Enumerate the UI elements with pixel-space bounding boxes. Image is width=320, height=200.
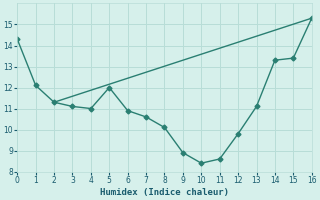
X-axis label: Humidex (Indice chaleur): Humidex (Indice chaleur) (100, 188, 229, 197)
